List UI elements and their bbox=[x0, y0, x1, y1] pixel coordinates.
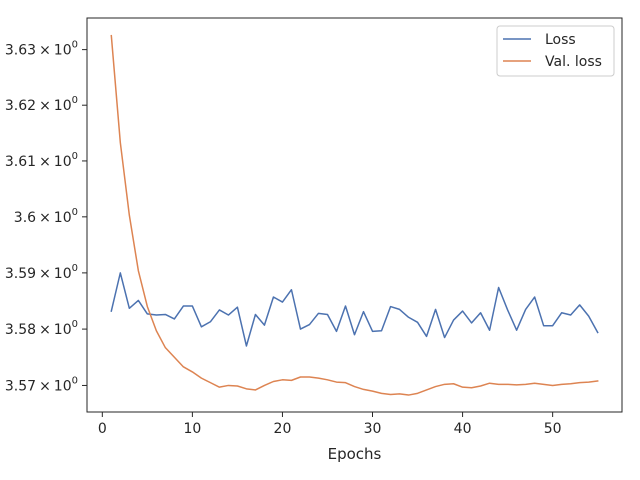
y-tick-label: 3.6 × 100 bbox=[14, 207, 78, 226]
y-tick-label: 3.57 × 100 bbox=[5, 375, 78, 394]
legend: Loss Val. loss bbox=[496, 25, 615, 77]
x-tick-label: 10 bbox=[183, 421, 201, 437]
y-tick-label: 3.61 × 100 bbox=[5, 151, 78, 170]
x-tick-label: 50 bbox=[544, 421, 562, 437]
legend-label-val-loss: Val. loss bbox=[545, 54, 602, 70]
x-tick-label: 0 bbox=[98, 421, 107, 437]
y-tick-label: 3.62 × 100 bbox=[5, 95, 78, 114]
x-tick-label: 40 bbox=[454, 421, 472, 437]
x-axis-ticks: 0 10 20 30 40 50 bbox=[98, 412, 562, 437]
x-axis-label: Epochs bbox=[328, 445, 382, 463]
legend-label-loss: Loss bbox=[545, 32, 576, 48]
y-tick-label: 3.58 × 100 bbox=[5, 319, 78, 338]
series-line-loss bbox=[110, 272, 599, 347]
plot-lines bbox=[110, 34, 599, 396]
y-tick-label: 3.63 × 100 bbox=[5, 40, 78, 59]
x-tick-label: 20 bbox=[274, 421, 292, 437]
y-axis-ticks: 3.57 × 100 3.58 × 100 3.59 × 100 3.6 × 100 3.61 × 100 3… bbox=[5, 40, 87, 394]
x-tick-label: 30 bbox=[364, 421, 382, 437]
plot-frame bbox=[86, 17, 623, 413]
series-line-val-loss bbox=[110, 34, 599, 396]
y-tick-label: 3.59 × 100 bbox=[5, 263, 78, 282]
